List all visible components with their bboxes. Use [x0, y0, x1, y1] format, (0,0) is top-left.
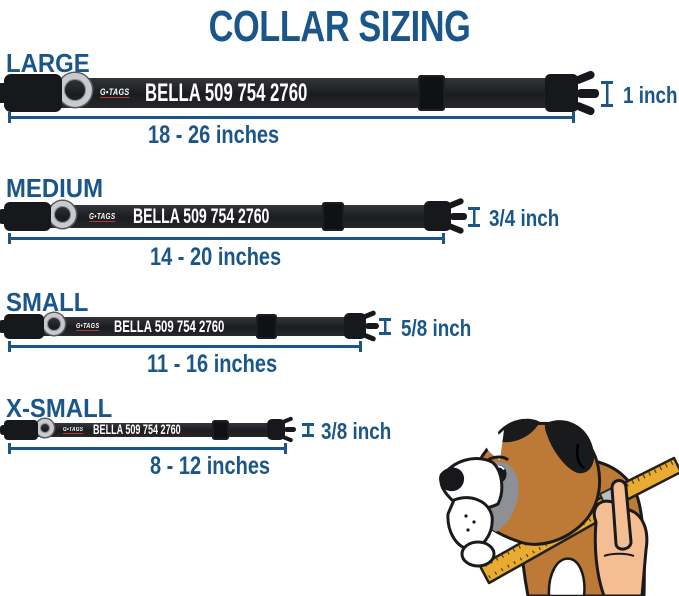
buckle-tab — [0, 208, 9, 225]
width-measure-bracket — [601, 81, 613, 107]
buckle-female — [0, 202, 51, 231]
d-ring — [43, 313, 65, 335]
length-range-label: 18 - 26 inches — [148, 121, 280, 149]
d-ring — [49, 201, 76, 228]
buckle-female — [0, 314, 44, 339]
collar-personalization-text: BELLA 509 754 2760 — [93, 422, 181, 437]
buckle-male — [267, 416, 296, 443]
buckle-tab — [0, 320, 8, 333]
width-label: 1 inch — [623, 82, 678, 108]
length-range-label: 14 - 20 inches — [150, 243, 282, 271]
width-label: 3/8 inch — [321, 418, 392, 444]
width-measure-bracket — [379, 318, 391, 335]
buckle-prong — [365, 323, 379, 329]
buckle-female — [0, 74, 62, 112]
collar-band — [8, 317, 350, 336]
buckle-male — [344, 309, 379, 343]
size-label-large: LARGE — [6, 48, 90, 78]
length-measure-line — [8, 233, 445, 244]
tri-glide-slider — [212, 420, 229, 440]
buckle-tab — [0, 83, 10, 103]
buckle-female — [0, 420, 38, 440]
width-measure-bracket — [302, 423, 314, 437]
collar-personalization-text: BELLA 509 754 2760 — [114, 317, 225, 336]
d-ring — [36, 419, 54, 437]
brand-logo: G•TAGS — [76, 323, 100, 331]
buckle-male — [545, 69, 599, 117]
buckle-prong — [363, 309, 377, 320]
tri-glide-slider — [418, 75, 445, 111]
dog-head — [439, 418, 602, 568]
buckle-prong — [575, 69, 596, 85]
size-label-medium: MEDIUM — [6, 173, 104, 203]
d-ring — [58, 73, 92, 107]
buckle-prong — [363, 332, 377, 343]
length-measure-line — [8, 341, 362, 352]
buckle-prong — [575, 101, 596, 117]
tri-glide-slider — [322, 202, 344, 231]
brand-logo: G•TAGS — [89, 212, 116, 222]
brand-logo: G•TAGS — [63, 427, 84, 434]
width-measure-bracket — [468, 207, 480, 227]
buckle-prong — [282, 416, 294, 424]
buckle-prong — [284, 427, 296, 432]
length-measure-line — [8, 112, 575, 123]
width-label: 3/4 inch — [489, 205, 560, 231]
buckle-prong — [448, 223, 465, 235]
tri-glide-slider — [256, 314, 277, 339]
buckle-prong — [450, 212, 467, 220]
brand-logo: G•TAGS — [100, 87, 130, 98]
collar-personalization-text: BELLA 509 754 2760 — [133, 205, 270, 228]
hand-holding-tape — [592, 479, 649, 596]
boxer-dog-measuring-tape-illustration — [439, 418, 679, 596]
buckle-prong — [577, 88, 599, 98]
size-label-x-small: X-SMALL — [6, 393, 113, 423]
buckle-male — [424, 197, 467, 235]
length-range-label: 8 - 12 inches — [150, 452, 271, 480]
collar-band — [8, 78, 558, 108]
buckle-tab — [0, 424, 8, 436]
collar-band — [8, 423, 272, 437]
page-title: COLLAR SIZING — [208, 2, 471, 51]
size-label-small: SMALL — [6, 287, 89, 317]
collar-personalization-text: BELLA 509 754 2760 — [145, 79, 308, 107]
length-range-label: 11 - 16 inches — [147, 350, 278, 378]
width-label: 5/8 inch — [401, 315, 472, 341]
buckle-prong — [448, 197, 465, 209]
buckle-prong — [282, 435, 294, 443]
length-measure-line — [8, 443, 287, 454]
collar-band — [8, 205, 433, 228]
